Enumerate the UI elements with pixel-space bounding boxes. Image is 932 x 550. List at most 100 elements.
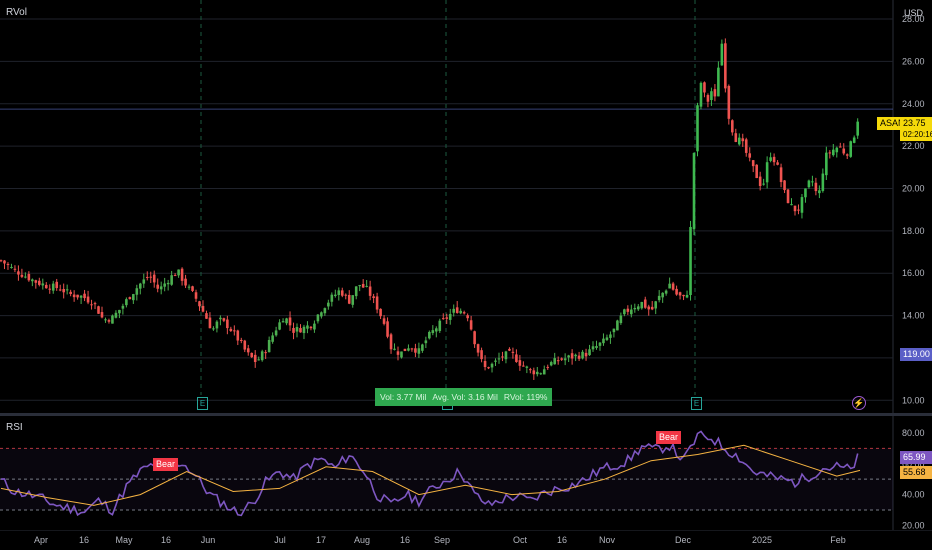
candle-body <box>560 358 563 360</box>
price-tick-label: 20.00 <box>902 183 925 193</box>
candle-body <box>713 89 717 97</box>
candle-body <box>243 340 247 350</box>
countdown-badge: 02:20:16 <box>900 128 932 141</box>
candle-body <box>246 348 250 353</box>
candle-body <box>650 306 654 310</box>
time-tick-label: 16 <box>161 535 171 545</box>
candle-body <box>522 365 525 367</box>
candle-body <box>334 294 337 296</box>
currency-label[interactable]: USD <box>904 8 924 18</box>
candle-body <box>724 43 727 89</box>
price-tick-label: 24.00 <box>902 99 925 109</box>
candle-body <box>375 296 379 310</box>
candle-body <box>487 367 490 369</box>
candle-body <box>504 351 508 360</box>
candle-body <box>288 317 292 326</box>
candle-body <box>327 302 330 307</box>
candle-body <box>41 283 45 286</box>
candle-body <box>435 328 438 332</box>
lightning-icon[interactable]: ⚡ <box>852 396 866 410</box>
candle-body <box>274 330 278 336</box>
candle-body <box>170 275 173 285</box>
price-tick-label: 18.00 <box>902 226 925 236</box>
candle-body <box>734 133 738 142</box>
candle-body <box>205 313 208 319</box>
candle-body <box>814 182 818 192</box>
candle-body <box>79 295 83 298</box>
candle-body <box>542 369 546 375</box>
rsi-ma-badge: 55.68 <box>900 466 932 479</box>
candle-body <box>807 180 811 188</box>
rvol-ratio: RVol: 119% <box>503 392 548 402</box>
time-axis[interactable]: Apr 16 May 16 Jun Jul 17 Aug 16 Sep Oct 16 Nov Dec 202… <box>0 530 932 550</box>
candle-body <box>657 295 661 301</box>
candle-body <box>529 369 532 371</box>
candle-body <box>762 183 765 185</box>
candle-body <box>584 352 588 357</box>
candle-body <box>166 282 170 285</box>
pane-divider[interactable] <box>0 413 932 416</box>
candle-body <box>125 299 128 306</box>
candle-body <box>51 283 55 291</box>
candle-body <box>630 309 633 315</box>
candle-body <box>149 276 153 278</box>
candle-body <box>159 286 163 290</box>
earnings-marker[interactable]: E <box>197 397 208 410</box>
candle-body <box>100 312 104 318</box>
candle-body <box>699 82 703 107</box>
candle-body <box>494 360 497 362</box>
price-tick-label: 26.00 <box>902 56 925 66</box>
candle-body <box>445 317 449 319</box>
candle-body <box>292 327 295 333</box>
candle-body <box>31 279 34 282</box>
time-tick-label: Jun <box>201 535 216 545</box>
candle-body <box>3 260 6 264</box>
rsi-tick-label: 80.00 <box>902 428 925 438</box>
candle-body <box>267 339 271 353</box>
candle-body <box>626 308 630 312</box>
candle-body <box>361 283 365 288</box>
candle-body <box>86 296 90 303</box>
time-tick-label: May <box>115 535 133 545</box>
candle-body <box>682 294 685 297</box>
candle-body <box>215 321 219 329</box>
candle-body <box>535 371 539 375</box>
earnings-marker[interactable]: E <box>691 397 702 410</box>
candle-body <box>696 105 699 152</box>
candle-body <box>65 289 69 291</box>
candle-body <box>428 331 431 339</box>
last-price-badge: 23.75 <box>900 117 932 130</box>
candle-body <box>469 320 473 330</box>
candle-body <box>438 320 442 331</box>
candle-body <box>90 304 93 306</box>
candle-body <box>424 340 428 344</box>
candle-body <box>741 138 745 142</box>
candle-body <box>710 91 713 101</box>
candle-body <box>142 279 146 284</box>
candle-body <box>532 370 536 375</box>
candle-body <box>703 82 706 93</box>
candle-body <box>804 188 807 198</box>
candle-body <box>849 141 853 157</box>
candle-body <box>351 295 355 305</box>
candle-body <box>668 283 671 289</box>
time-tick-label: 16 <box>400 535 410 545</box>
candle-body <box>372 296 375 299</box>
symbol-badge: ASAN <box>877 117 908 130</box>
candle-body <box>38 280 41 285</box>
price-chart[interactable]: 10.0012.0014.0016.0018.0020.0022.0024.00… <box>0 0 932 413</box>
candle-body <box>549 362 553 366</box>
candle-body <box>623 309 626 315</box>
candle-body <box>403 348 407 351</box>
candle-body <box>612 328 616 333</box>
candle-body <box>821 173 825 191</box>
candle-body <box>602 338 605 344</box>
candle-body <box>818 190 821 194</box>
candle-body <box>633 307 637 310</box>
candle-body <box>828 152 832 154</box>
candle-body <box>48 288 52 290</box>
candle-body <box>737 137 741 145</box>
candle-body <box>832 149 835 156</box>
candle-body <box>466 315 469 319</box>
